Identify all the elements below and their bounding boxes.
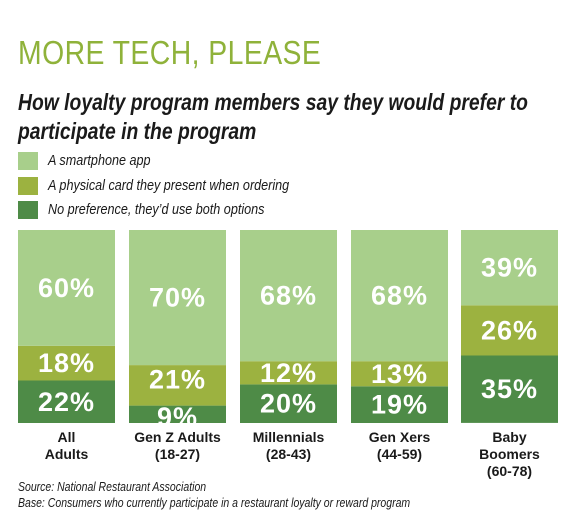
bar-segment-app-1: [129, 230, 226, 366]
legend-swatch-no-preference: [18, 201, 38, 219]
data-label-both-3: 19%: [371, 390, 428, 420]
legend-swatch-smartphone-app: [18, 152, 38, 170]
data-label-card-4: 26%: [481, 315, 538, 345]
data-label-both-0: 22%: [38, 387, 95, 417]
bar-segment-app-3: [351, 230, 448, 362]
category-label-3-line-0: Gen Xers: [369, 429, 431, 445]
legend-swatch-physical-card: [18, 177, 38, 195]
category-label-1-line-0: Gen Z Adults: [134, 429, 221, 445]
chart-subtitle: How loyalty program members say they wou…: [18, 89, 528, 144]
bar-segment-both-1: [129, 405, 226, 423]
data-label-app-2: 68%: [260, 281, 317, 311]
data-label-app-0: 60%: [38, 273, 95, 303]
category-label-1-line-1: (18-27): [155, 446, 200, 462]
data-label-card-0: 18%: [38, 348, 95, 378]
base-note: Base: Consumers who currently participat…: [18, 496, 411, 510]
source-note: Source: National Restaurant Association: [18, 480, 207, 494]
category-label-3-line-1: (44-59): [377, 446, 422, 462]
data-label-both-4: 35%: [481, 374, 538, 404]
bar-segment-card-4: [461, 305, 558, 356]
bar-segment-both-2: [240, 384, 337, 423]
data-label-card-1: 21%: [149, 364, 206, 394]
bar-segment-card-0: [18, 345, 115, 381]
data-label-both-2: 20%: [260, 389, 317, 419]
bar-segment-card-3: [351, 361, 448, 387]
bar-segment-card-2: [240, 361, 337, 385]
legend-label-physical-card: A physical card they present when orderi…: [48, 177, 290, 194]
category-label-2-line-1: (28-43): [266, 446, 311, 462]
bar-segment-both-4: [461, 355, 558, 423]
bar-segment-app-0: [18, 230, 115, 346]
data-label-card-2: 12%: [260, 358, 317, 388]
legend-label-smartphone-app: A smartphone app: [48, 152, 151, 169]
category-label-4-line-0: Baby: [492, 429, 526, 445]
category-label-0-line-1: Adults: [45, 446, 89, 462]
bar-segment-card-1: [129, 365, 226, 406]
data-label-card-3: 13%: [371, 359, 428, 389]
bar-segment-app-2: [240, 230, 337, 362]
category-label-0-line-0: All: [58, 429, 76, 445]
chart-title: MORE TECH, PLEASE: [18, 34, 322, 71]
data-label-app-4: 39%: [481, 253, 538, 283]
bar-segment-app-4: [461, 230, 558, 306]
category-label-2-line-0: Millennials: [253, 429, 325, 445]
data-label-app-1: 70%: [149, 283, 206, 313]
data-label-app-3: 68%: [371, 281, 428, 311]
category-label-4-line-1: Boomers: [479, 446, 540, 462]
data-label-both-1: 9%: [157, 402, 198, 432]
category-label-4-line-2: (60-78): [487, 463, 532, 479]
bar-segment-both-0: [18, 380, 115, 423]
bar-segment-both-3: [351, 386, 448, 423]
legend-label-no-preference: No preference, they’d use both options: [48, 201, 265, 218]
